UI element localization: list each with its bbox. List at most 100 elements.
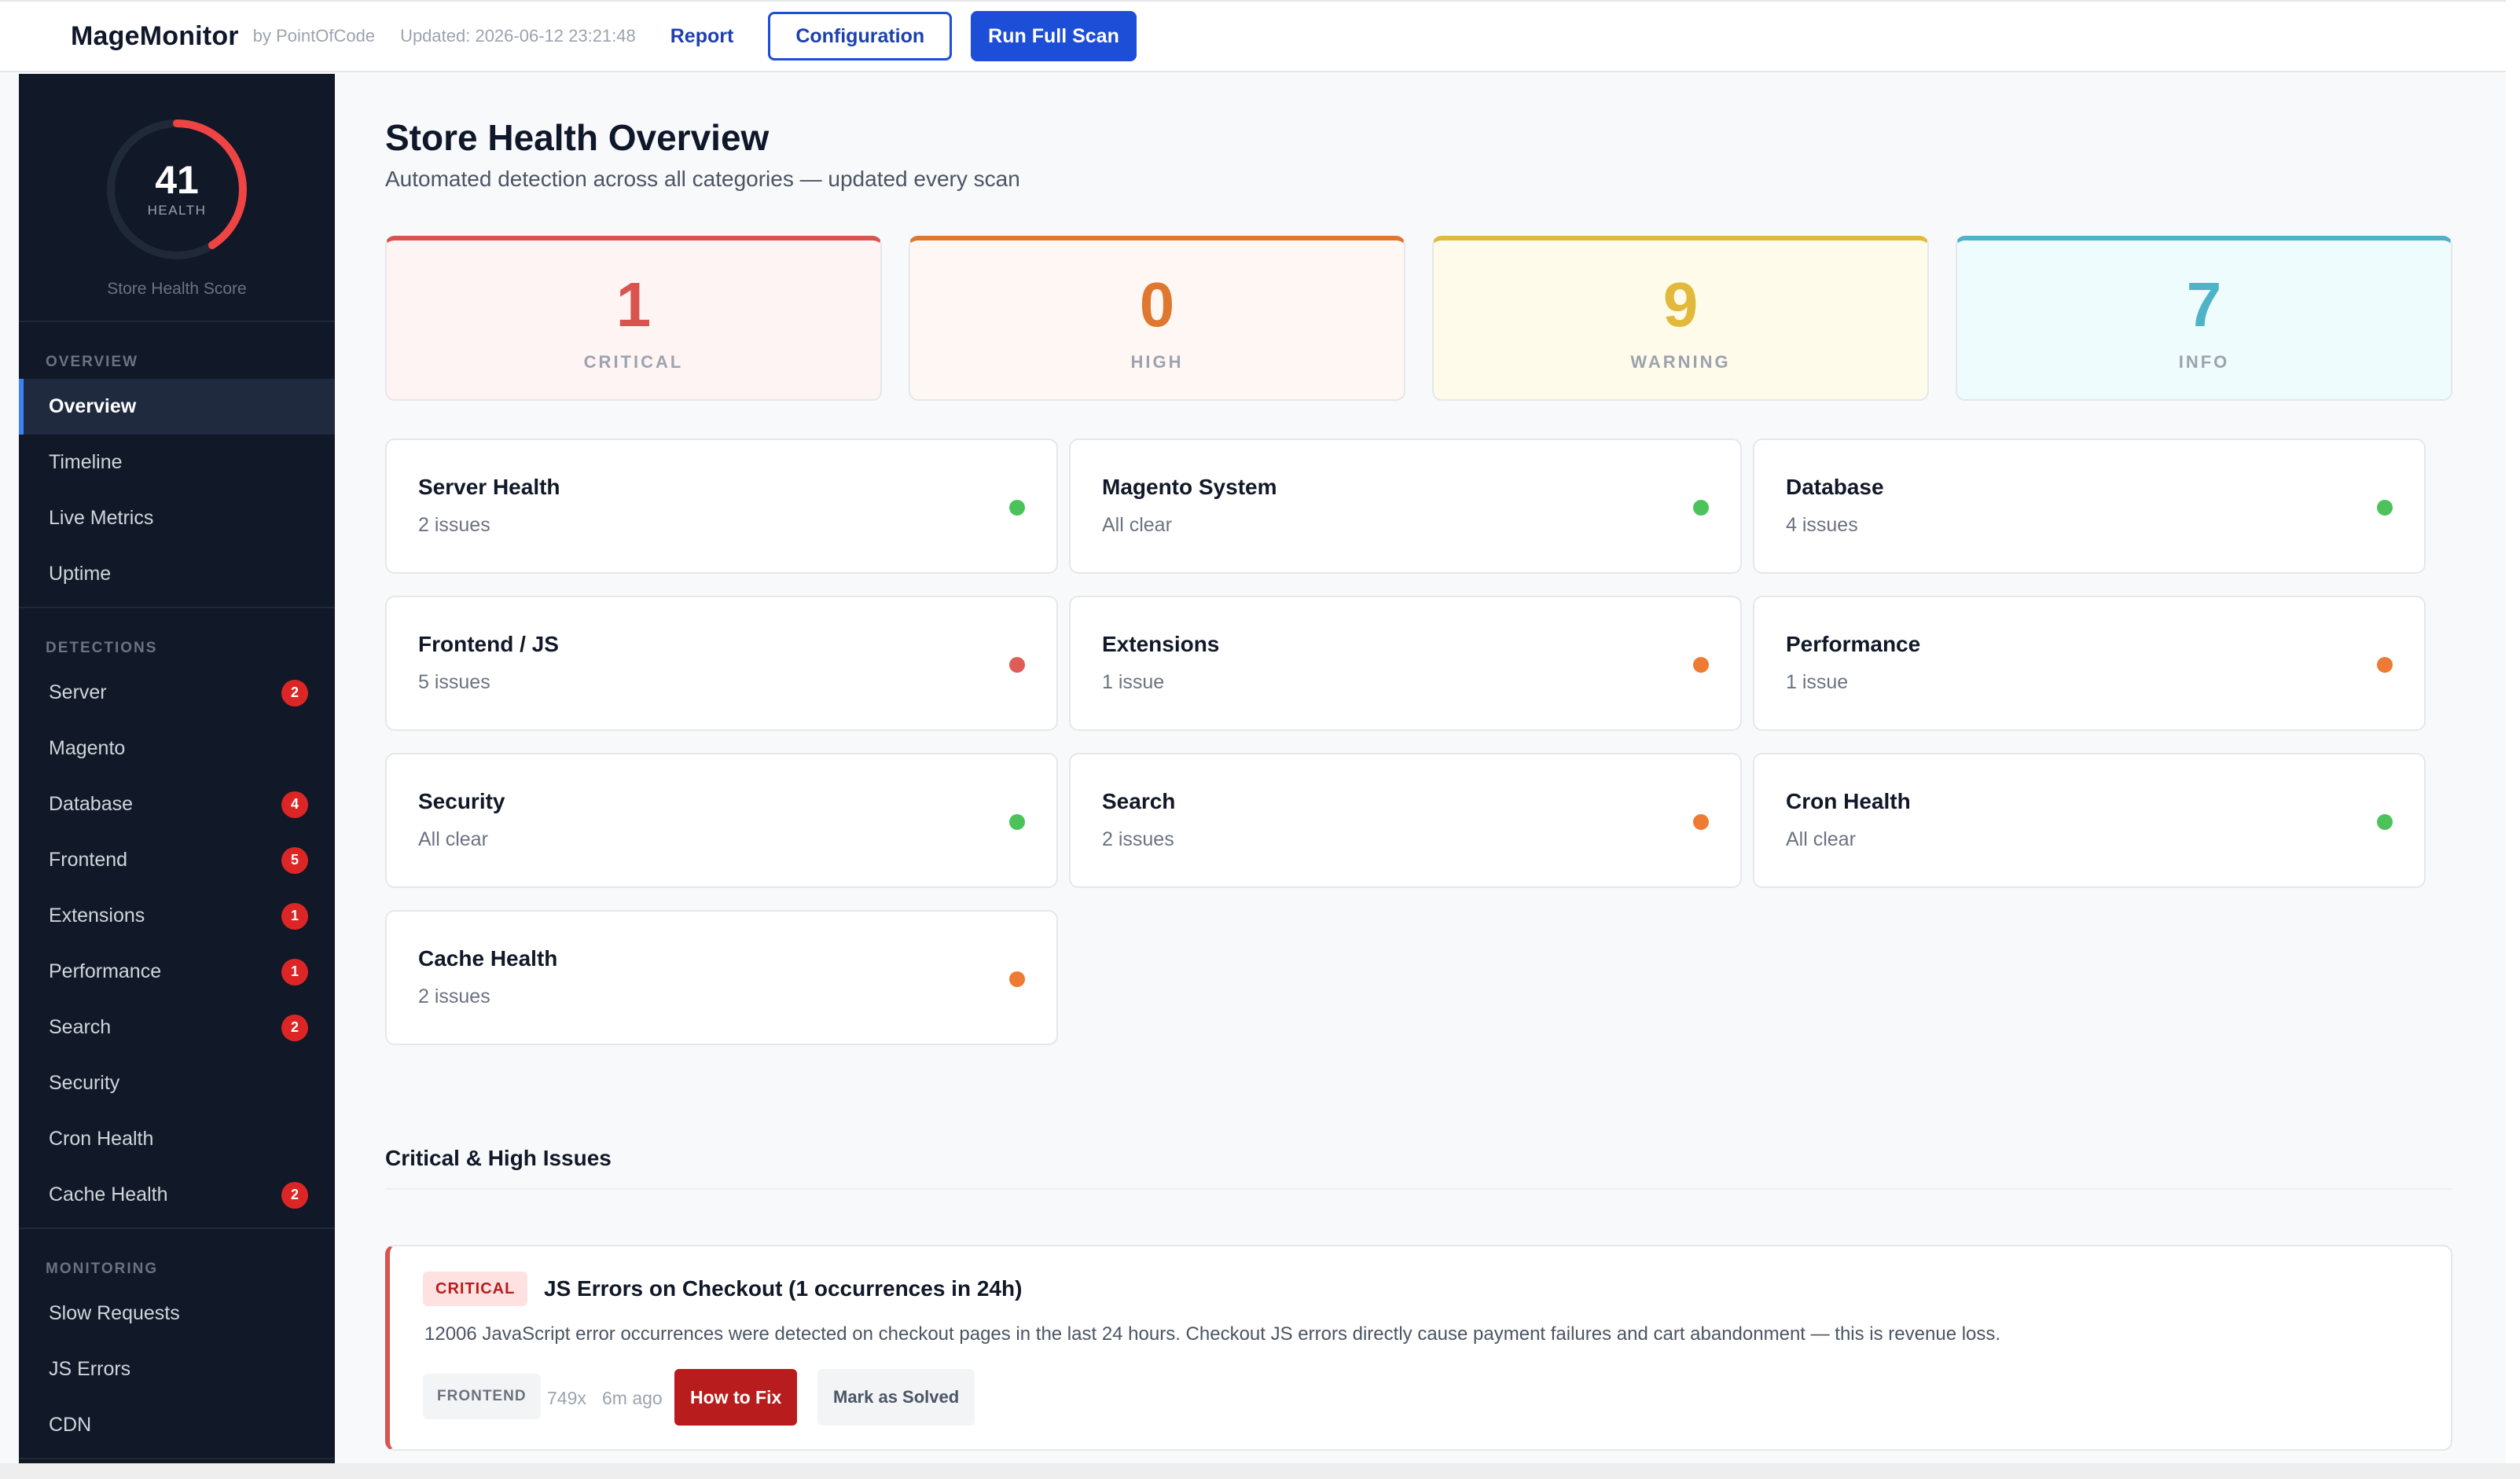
issue-category-tag: FRONTEND (423, 1374, 541, 1419)
category-card-cache-health[interactable]: Cache Health 2 issues (385, 910, 1058, 1045)
sidebar-item-slow-requests[interactable]: Slow Requests (19, 1286, 335, 1341)
high-label: HIGH (1130, 352, 1184, 372)
sidebar-item-label: Security (49, 1072, 120, 1094)
status-dot-icon (1693, 814, 1709, 830)
category-card-cron-health[interactable]: Cron Health All clear (1753, 753, 2426, 888)
sidebar-item-cdn[interactable]: CDN (19, 1397, 335, 1453)
nav-section-overview: OVERVIEW Overview Timeline Live Metrics Upti… (19, 322, 335, 608)
category-name: Search (1102, 789, 1176, 813)
sidebar-item-cache-health[interactable]: Cache Health 2 (19, 1167, 335, 1223)
issue-occurrence-count: 749x (547, 1388, 586, 1408)
sidebar-item-overview[interactable]: Overview (19, 379, 335, 435)
status-dot-icon (2377, 657, 2393, 673)
issue-count-badge: 2 (281, 679, 308, 706)
issue-count-badge: 2 (281, 1014, 308, 1041)
brand-byline: by PointOfCode (252, 26, 376, 46)
sidebar-item-cron-health[interactable]: Cron Health (19, 1111, 335, 1167)
category-status: All clear (418, 828, 488, 850)
sidebar-item-live-metrics[interactable]: Live Metrics (19, 490, 335, 546)
sidebar-item-label: Server (49, 681, 107, 703)
category-status: 2 issues (418, 985, 490, 1007)
category-name: Frontend / JS (418, 632, 559, 656)
issue-count-badge: 2 (281, 1181, 308, 1209)
sidebar-item-label: Cache Health (49, 1184, 168, 1206)
category-name: Security (418, 789, 505, 813)
sidebar-item-server[interactable]: Server 2 (19, 665, 335, 721)
category-status: 2 issues (1102, 828, 1174, 850)
category-name: Cron Health (1786, 789, 1911, 813)
section-divider (385, 1188, 2452, 1190)
status-dot-icon (1009, 814, 1025, 830)
warning-count-card[interactable]: 9 WARNING (1432, 236, 1929, 401)
issue-description: 12006 JavaScript error occurrences were … (424, 1323, 2001, 1345)
critical-label: CRITICAL (583, 352, 684, 372)
category-name: Server Health (418, 475, 560, 499)
category-card-magento-system[interactable]: Magento System All clear (1069, 439, 1742, 574)
top-bar: MageMonitor by PointOfCode Updated: 2026… (0, 0, 2506, 72)
category-card-security[interactable]: Security All clear (385, 753, 1058, 888)
sidebar-item-js-errors[interactable]: JS Errors (19, 1341, 335, 1397)
sidebar-item-uptime[interactable]: Uptime (19, 546, 335, 602)
sidebar-item-label: Slow Requests (49, 1302, 180, 1324)
category-status: All clear (1786, 828, 1856, 850)
sidebar-item-label: Timeline (49, 451, 123, 473)
nav-section-monitoring: MONITORING Slow Requests JS Errors CDN (19, 1229, 335, 1459)
category-name: Performance (1786, 632, 1921, 656)
category-card-database[interactable]: Database 4 issues (1753, 439, 2426, 574)
sidebar-item-extensions[interactable]: Extensions 1 (19, 888, 335, 944)
sidebar-item-label: Frontend (49, 849, 128, 871)
report-link[interactable]: Report (670, 24, 734, 47)
issue-count-badge: 1 (281, 902, 308, 930)
status-dot-icon (1009, 971, 1025, 987)
sidebar-item-performance[interactable]: Performance 1 (19, 944, 335, 1000)
category-card-search[interactable]: Search 2 issues (1069, 753, 1742, 888)
bottom-edge (0, 1463, 2520, 1479)
category-card-frontend-js[interactable]: Frontend / JS 5 issues (385, 596, 1058, 731)
category-card-server-health[interactable]: Server Health 2 issues (385, 439, 1058, 574)
mark-as-solved-button[interactable]: Mark as Solved (817, 1369, 975, 1426)
last-updated: Updated: 2026-06-12 23:21:48 (400, 26, 636, 46)
issue-title: JS Errors on Checkout (1 occurrences in … (544, 1276, 1023, 1301)
app-brand: MageMonitor (71, 20, 239, 51)
severity-summary: 1 CRITICAL 0 HIGH 9 WARNING 7 INFO (385, 236, 2452, 401)
issues-section-title: Critical & High Issues (385, 1146, 612, 1170)
nav-section-title: DETECTIONS (46, 640, 158, 656)
critical-count-card[interactable]: 1 CRITICAL (385, 236, 882, 401)
status-dot-icon (1693, 500, 1709, 516)
category-status: All clear (1102, 514, 1172, 536)
configuration-button[interactable]: Configuration (768, 12, 953, 61)
sidebar-item-magento[interactable]: Magento (19, 721, 335, 776)
sidebar-item-security[interactable]: Security (19, 1055, 335, 1111)
category-name: Cache Health (418, 946, 558, 971)
sidebar-item-search[interactable]: Search 2 (19, 1000, 335, 1055)
issue-count-badge: 4 (281, 791, 308, 818)
issue-age: 6m ago (602, 1388, 663, 1408)
category-card-extensions[interactable]: Extensions 1 issue (1069, 596, 1742, 731)
sidebar-item-label: Cron Health (49, 1128, 154, 1150)
sidebar-nav: OVERVIEW Overview Timeline Live Metrics Upti… (19, 322, 335, 1459)
sidebar-item-label: Search (49, 1016, 112, 1038)
issue-count-badge: 5 (281, 846, 308, 874)
sidebar-item-timeline[interactable]: Timeline (19, 435, 335, 490)
sidebar-item-database[interactable]: Database 4 (19, 776, 335, 832)
sidebar-item-label: JS Errors (49, 1358, 131, 1380)
high-count-card[interactable]: 0 HIGH (909, 236, 1405, 401)
sidebar-item-label: CDN (49, 1414, 92, 1436)
sidebar-item-frontend[interactable]: Frontend 5 (19, 832, 335, 888)
warning-count: 9 (1662, 270, 1699, 339)
nav-section-title: MONITORING (46, 1261, 159, 1277)
run-full-scan-button[interactable]: Run Full Scan (971, 11, 1137, 61)
sidebar-item-label: Live Metrics (49, 507, 154, 529)
info-label: INFO (2178, 352, 2230, 372)
info-count-card[interactable]: 7 INFO (1956, 236, 2452, 401)
category-status: 1 issue (1786, 671, 1849, 693)
sidebar: 41 HEALTH Store Health Score OVERVIEW Ove… (19, 74, 335, 1463)
health-score-panel: 41 HEALTH Store Health Score (19, 74, 335, 322)
category-card-performance[interactable]: Performance 1 issue (1753, 596, 2426, 731)
how-to-fix-button[interactable]: How to Fix (674, 1369, 798, 1426)
sidebar-item-label: Database (49, 793, 134, 815)
status-dot-icon (1009, 500, 1025, 516)
nav-section-title: OVERVIEW (46, 354, 139, 370)
page-subtitle: Automated detection across all categorie… (385, 167, 1020, 191)
sidebar-item-label: Uptime (49, 563, 112, 585)
